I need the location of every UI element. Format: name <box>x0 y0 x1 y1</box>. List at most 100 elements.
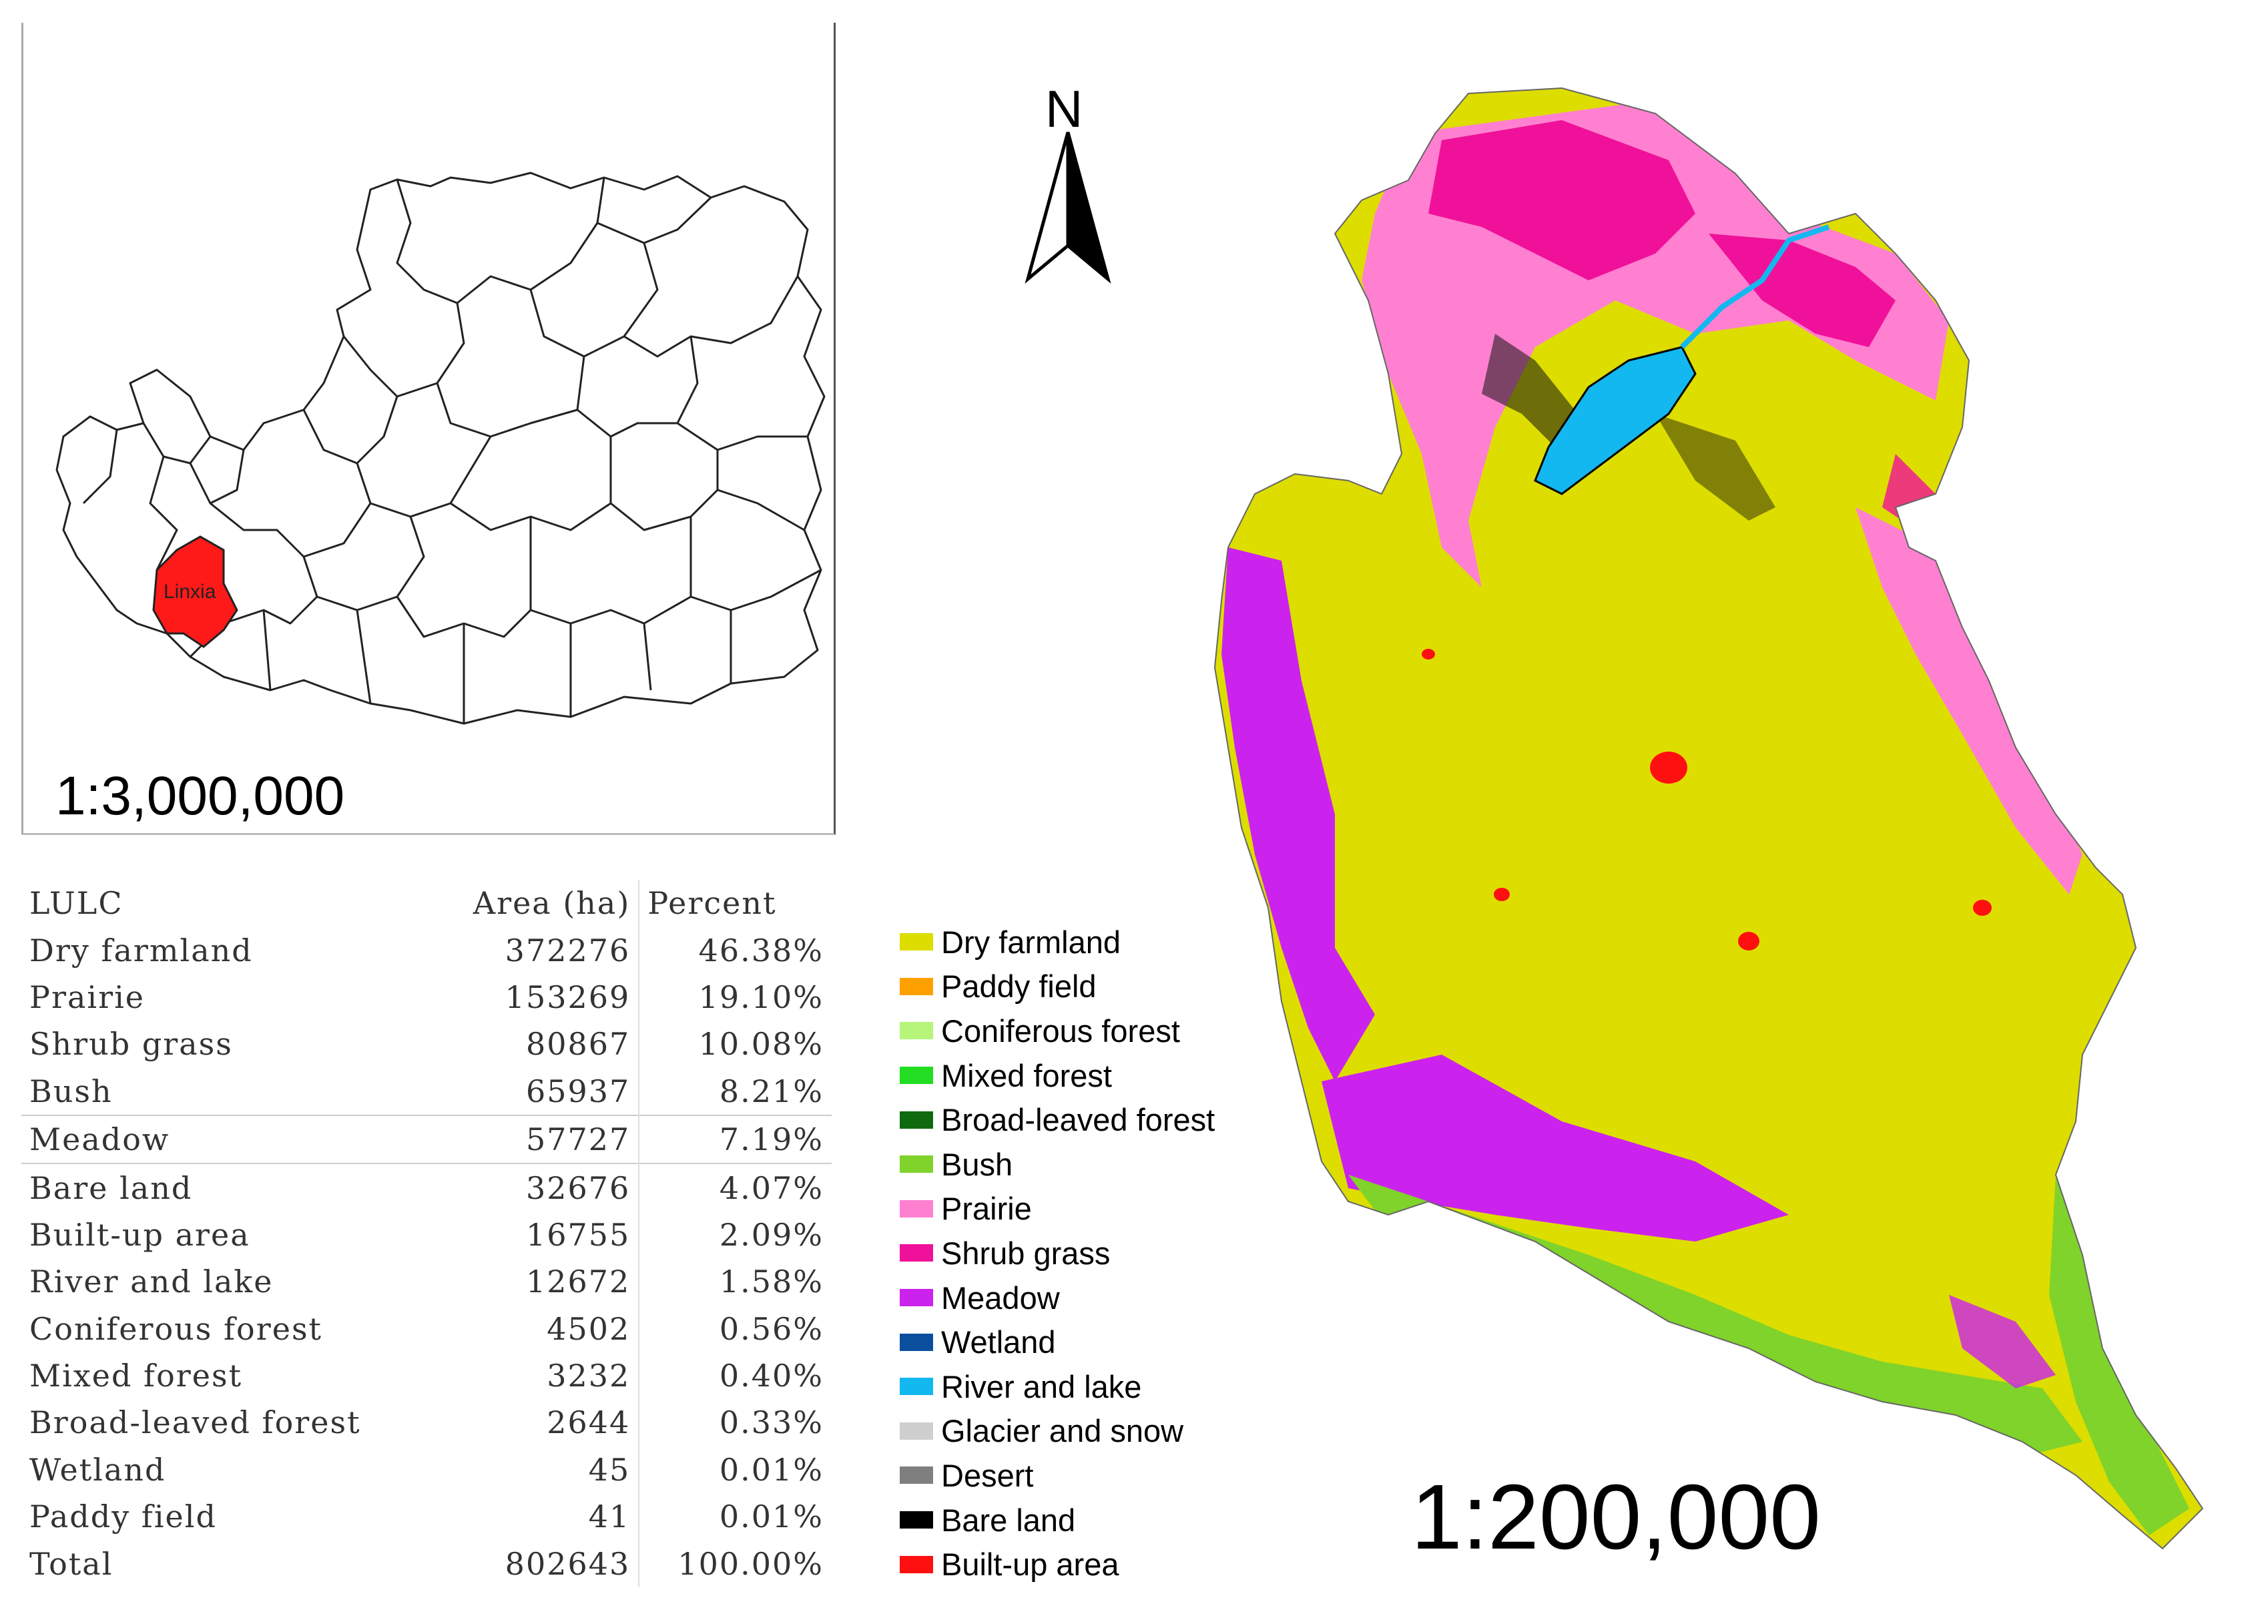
header-percent: Percent <box>638 880 832 927</box>
legend-label: Glacier and snow <box>941 1413 1184 1449</box>
table-row: Mixed forest 3232 0.40% <box>21 1352 832 1400</box>
percent-cell: 46.38% <box>638 926 832 974</box>
lulc-cell: Built-up area <box>29 1216 250 1253</box>
legend-item: Prairie <box>900 1187 1215 1232</box>
table-row: Meadow 57727 7.19% <box>21 1114 832 1164</box>
header-lulc: LULC <box>29 885 123 922</box>
percent-cell: 1.58% <box>638 1258 832 1306</box>
percent-cell: 7.19% <box>638 1114 832 1164</box>
percent-cell: 8.21% <box>638 1067 832 1115</box>
percent-cell: 19.10% <box>638 973 832 1021</box>
legend-item: River and lake <box>900 1364 1215 1409</box>
legend-label: Broad-leaved forest <box>941 1102 1215 1138</box>
legend-label: Bare land <box>941 1502 1076 1538</box>
legend-swatch <box>900 1022 933 1040</box>
table-row: Bare land 32676 4.07% <box>21 1163 832 1211</box>
lulc-cell: Bush <box>29 1073 113 1109</box>
legend-swatch <box>900 1111 933 1129</box>
lulc-cell: Paddy field <box>29 1499 217 1535</box>
table-row: River and lake 12672 1.58% <box>21 1258 832 1306</box>
table-header-row: LULC Area (ha) Percent <box>21 880 832 927</box>
area-cell: 153269 <box>505 979 631 1015</box>
built-up-area-town <box>1738 932 1759 951</box>
legend-swatch <box>900 1378 933 1396</box>
percent-cell: 0.40% <box>638 1352 832 1400</box>
legend-item: Glacier and snow <box>900 1409 1215 1454</box>
bush-southeast <box>2049 1175 2189 1535</box>
legend-item: Dry farmland <box>900 920 1215 965</box>
built-up-area-town <box>1422 649 1435 659</box>
province-outline <box>55 172 826 725</box>
legend-swatch <box>900 977 933 995</box>
table-row: Dry farmland 372276 46.38% <box>21 926 832 974</box>
table-row: Paddy field 41 0.01% <box>21 1493 832 1541</box>
area-cell: 3232 <box>547 1358 631 1394</box>
legend-item: Meadow <box>900 1276 1215 1320</box>
legend-label: Prairie <box>941 1191 1032 1227</box>
percent-cell: 2.09% <box>638 1211 832 1259</box>
lulc-cell: Dry farmland <box>29 932 253 969</box>
lulc-cell: Total <box>29 1545 113 1582</box>
legend-item: Mixed forest <box>900 1053 1215 1098</box>
lulc-cell: Meadow <box>21 1114 433 1164</box>
meadow-west <box>1221 547 1375 1081</box>
inset-locator-map: Linxia 1:3,000,000 <box>21 23 836 835</box>
legend-label: Paddy field <box>941 969 1097 1005</box>
legend-label: Dry farmland <box>941 924 1121 960</box>
legend-label: Coniferous forest <box>941 1013 1180 1049</box>
lulc-cell: Broad-leaved forest <box>29 1404 361 1441</box>
north-label: N <box>1045 79 1083 138</box>
lulc-cell: Wetland <box>29 1451 166 1488</box>
legend-swatch <box>900 1067 933 1085</box>
inset-scale-label: 1:3,000,000 <box>55 766 345 826</box>
legend-item: Shrub grass <box>900 1231 1215 1276</box>
land-use-map <box>1214 87 2203 1549</box>
legend-label: Shrub grass <box>941 1235 1111 1271</box>
lulc-cell: Shrub grass <box>29 1026 233 1063</box>
legend-item: Built-up area <box>900 1542 1215 1587</box>
legend-label: Meadow <box>941 1280 1060 1316</box>
shrub-grass-northeast <box>1709 234 1896 347</box>
built-up-area-town <box>1494 888 1510 901</box>
legend-swatch <box>900 1422 933 1440</box>
area-cell: 80867 <box>525 1026 631 1063</box>
legend-swatch <box>900 1289 933 1307</box>
legend-label: Mixed forest <box>941 1057 1112 1093</box>
lulc-cell: Prairie <box>29 979 146 1015</box>
table-row: Shrub grass 80867 10.08% <box>21 1021 832 1068</box>
bare-land-central <box>1655 414 1775 521</box>
area-cell: 41 <box>588 1499 631 1535</box>
table-total-row: Total 802643 100.00% <box>21 1540 832 1587</box>
legend-swatch <box>900 1511 933 1529</box>
area-cell: 16755 <box>525 1216 631 1253</box>
river-and-lake-reservoir <box>1534 346 1697 495</box>
percent-cell: 100.00% <box>638 1540 832 1587</box>
percent-cell: 0.01% <box>638 1493 832 1541</box>
prairie-east <box>1856 507 2082 894</box>
legend-label: Desert <box>941 1457 1034 1493</box>
lulc-cell: Mixed forest <box>29 1358 243 1394</box>
lulc-cell: River and lake <box>29 1264 274 1300</box>
lulc-cell: Coniferous forest <box>29 1310 323 1347</box>
table-row: Built-up area 16755 2.09% <box>21 1211 832 1259</box>
map-legend: Dry farmland Paddy field Coniferous forest… <box>900 920 1215 1587</box>
legend-label: Wetland <box>941 1324 1056 1360</box>
legend-label: River and lake <box>941 1368 1142 1404</box>
legend-item: Bare land <box>900 1498 1215 1543</box>
main-scale-label: 1:200,000 <box>1411 1466 1821 1569</box>
lulc-cell: Bare land <box>21 1163 433 1211</box>
legend-label: Bush <box>941 1146 1013 1182</box>
legend-swatch <box>900 1555 933 1573</box>
header-area: Area (ha) <box>473 885 631 922</box>
legend-swatch <box>900 1155 933 1173</box>
legend-label: Built-up area <box>941 1547 1119 1583</box>
legend-swatch <box>900 933 933 951</box>
built-up-area-town <box>1650 752 1687 784</box>
area-cell: 2644 <box>547 1404 631 1441</box>
river-line <box>1680 224 1830 349</box>
legend-item: Broad-leaved forest <box>900 1097 1215 1142</box>
inset-region-label: Linxia <box>164 581 216 603</box>
legend-item: Desert <box>900 1453 1215 1498</box>
linxia-highlight <box>152 535 238 648</box>
area-cell: 32676 <box>433 1163 639 1211</box>
